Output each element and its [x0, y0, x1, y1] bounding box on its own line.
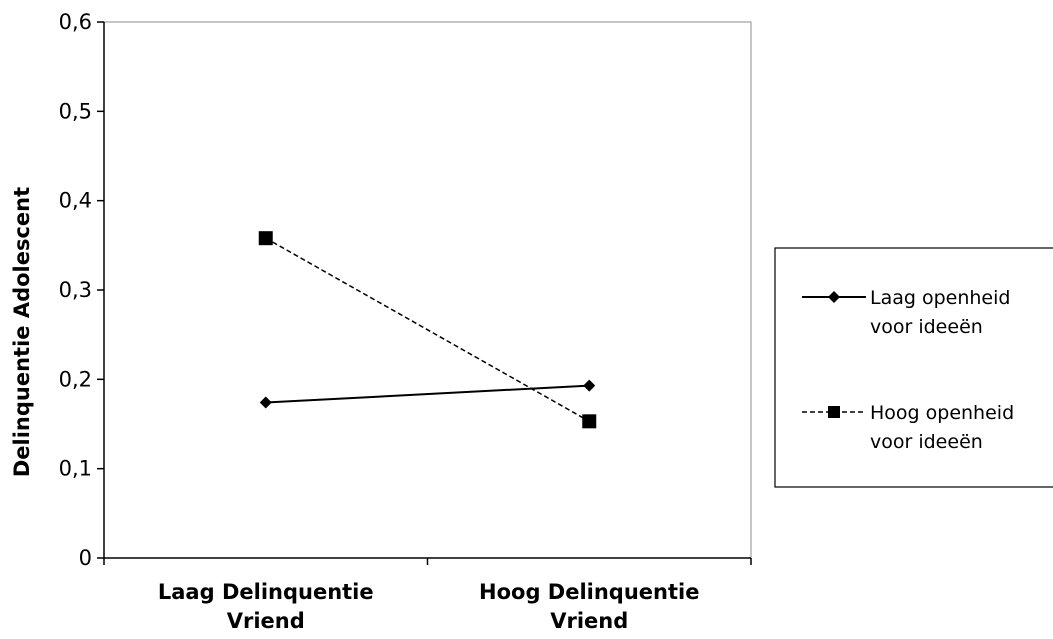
legend: Laag openheid voor ideeën Hoog openheid voo…: [774, 247, 1053, 488]
legend-label: Laag openheid voor ideeën: [870, 287, 1010, 338]
x-category-label: Laag Delinquentie Vriend: [158, 580, 374, 633]
y-tick-label: 0,5: [59, 99, 92, 123]
plot-frame: [103, 21, 752, 559]
series-1: [259, 379, 596, 409]
y-axis-title: Delinquentie Adolescent: [10, 187, 34, 477]
square-marker: [582, 414, 597, 429]
series-2: [258, 231, 597, 429]
legend-entry-1: Laag openheid voor ideeën: [802, 287, 1010, 338]
series-line: [265, 384, 590, 404]
x-category-label: Hoog Delinquentie Vriend: [479, 580, 699, 633]
y-tick-label: 0,3: [59, 278, 92, 302]
series-line: [265, 237, 590, 422]
y-tick-label: 0,4: [59, 189, 92, 213]
series-layer: [258, 231, 597, 429]
plot-area: [103, 21, 752, 559]
legend-box: [774, 247, 1053, 488]
diamond-marker: [259, 396, 272, 409]
y-axis: 0 0,1 0,2 0,3 0,4 0,5 0,6: [59, 10, 105, 570]
legend-swatch-marker: [828, 406, 840, 418]
legend-swatch-marker: [828, 291, 840, 303]
square-marker: [258, 231, 273, 246]
y-tick-label: 0,2: [59, 367, 92, 391]
diamond-marker: [583, 379, 596, 392]
legend-label: Hoog openheid voor ideeën: [870, 402, 1014, 453]
y-tick-label: 0,1: [59, 457, 92, 481]
y-tick-label: 0: [79, 546, 92, 570]
legend-entry-2: Hoog openheid voor ideeën: [802, 402, 1014, 453]
x-axis: Laag Delinquentie Vriend Hoog Delinquentie…: [103, 557, 752, 633]
y-tick-label: 0,6: [59, 10, 92, 34]
